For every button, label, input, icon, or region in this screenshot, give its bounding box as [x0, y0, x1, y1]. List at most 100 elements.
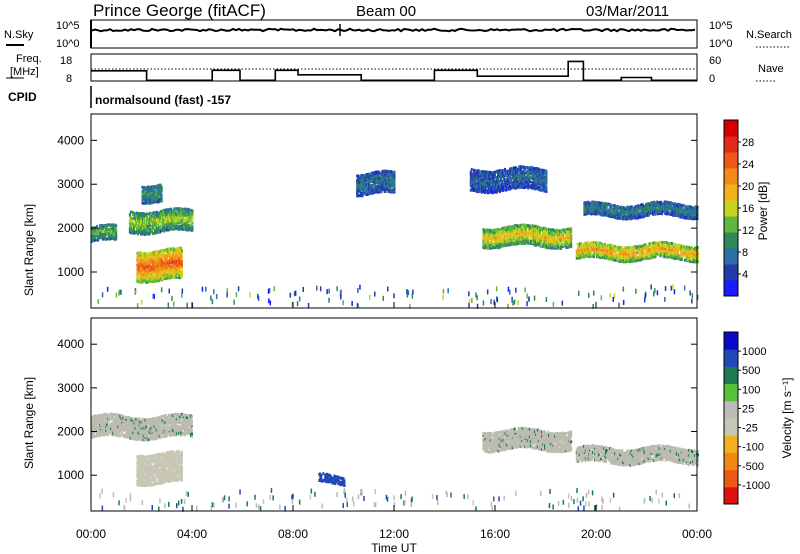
- scatter-cell: [145, 196, 148, 200]
- scatter-cell: [484, 238, 487, 242]
- scatter-cell: [540, 168, 543, 172]
- scatter-cell: [141, 194, 144, 198]
- scatter-cell: [191, 217, 194, 221]
- scatter-cell: [520, 173, 523, 177]
- scatter-cell: [489, 240, 492, 244]
- scatter-cell: [533, 175, 536, 179]
- scatter-cell: [649, 244, 652, 248]
- scatter-cell: [156, 214, 159, 218]
- scatter-cell: [143, 197, 146, 201]
- scatter-cell: [485, 232, 488, 236]
- scatter-cell: [171, 272, 174, 276]
- scatter-cell: [503, 230, 506, 234]
- scatter-cell: [614, 245, 617, 248]
- scatter-cell: [190, 219, 193, 223]
- scatter-cell: [155, 279, 158, 283]
- scatter-cell: [691, 250, 694, 254]
- scatter-cell: [489, 188, 492, 192]
- scatter-cell: [157, 279, 160, 283]
- scatter-cell: [601, 244, 603, 248]
- scatter-cell: [105, 229, 108, 233]
- scatter-cell: [257, 293, 259, 299]
- scatter-cell: [570, 239, 573, 243]
- scatter-cell: [497, 180, 499, 184]
- scatter-cell: [509, 237, 512, 241]
- scatter-cell: [641, 247, 644, 251]
- scatter-cell: [115, 433, 118, 437]
- scatter-cell: [319, 286, 322, 292]
- scatter-cell: [600, 209, 603, 212]
- scatter-cell: [610, 210, 613, 213]
- scatter-cell: [500, 183, 502, 187]
- scatter-cell: [149, 271, 152, 274]
- scatter-cell: [681, 210, 684, 214]
- scatter-cell: [175, 262, 178, 265]
- scatter-cell: [633, 216, 636, 220]
- scatter-cell: [97, 238, 100, 242]
- scatter-cell: [479, 184, 482, 188]
- scatter-cell: [488, 235, 491, 239]
- scatter-cell: [500, 185, 502, 189]
- power-colorbar-swatch: [724, 264, 738, 281]
- scatter-cell: [488, 179, 491, 182]
- scatter-cell: [125, 427, 128, 431]
- scatter-cell: [506, 234, 509, 238]
- scatter-cell: [579, 256, 582, 260]
- scatter-cell: [137, 257, 140, 261]
- scatter-cell: [527, 235, 530, 239]
- scatter-cell: [120, 429, 123, 433]
- scatter-cell: [357, 303, 359, 309]
- scatter-cell: [180, 260, 183, 264]
- scatter-cell: [328, 297, 330, 303]
- scatter-cell: [162, 217, 165, 221]
- scatter-cell: [116, 431, 119, 435]
- scatter-cell: [529, 239, 532, 243]
- scatter-cell: [115, 425, 118, 429]
- scatter-cell: [526, 293, 528, 299]
- scatter-cell: [668, 242, 671, 246]
- scatter-cell: [180, 221, 183, 225]
- scatter-cell: [622, 299, 625, 305]
- scatter-cell: [517, 300, 519, 306]
- scatter-cell: [491, 238, 494, 242]
- scatter-cell: [340, 294, 342, 300]
- scatter-cell: [532, 166, 535, 170]
- scatter-cell: [489, 190, 492, 194]
- scatter-cell: [170, 274, 173, 277]
- scatter-cell: [188, 212, 191, 216]
- nsky-trace: [90, 27, 696, 33]
- scatter-cell: [145, 252, 148, 256]
- scatter-cell: [95, 234, 97, 238]
- scatter-cell: [393, 170, 396, 174]
- scatter-cell: [518, 235, 521, 239]
- scatter-cell: [670, 205, 673, 209]
- scatter-cell: [636, 208, 639, 212]
- scatter-cell: [92, 435, 94, 439]
- scatter-cell: [166, 208, 169, 212]
- scatter-cell: [176, 266, 179, 270]
- scatter-cell: [120, 289, 122, 295]
- scatter-cell: [562, 238, 565, 242]
- scatter-cell: [188, 208, 191, 212]
- y-tick-label: 4000: [57, 133, 84, 147]
- scatter-cell: [545, 189, 548, 193]
- scatter-cell: [675, 243, 678, 247]
- scatter-cell: [520, 167, 523, 171]
- scatter-cell: [516, 170, 519, 174]
- scatter-cell: [175, 215, 178, 219]
- scatter-cell: [695, 250, 697, 254]
- scatter-cell: [137, 221, 139, 225]
- scatter-cell: [175, 259, 178, 263]
- scatter-cell: [523, 186, 526, 190]
- scatter-cell: [542, 180, 545, 184]
- scatter-cell: [691, 260, 694, 264]
- scatter-cell: [166, 222, 169, 226]
- scatter-cell: [157, 222, 160, 226]
- scatter-cell: [161, 251, 164, 255]
- scatter-cell: [545, 173, 548, 177]
- scatter-cell: [153, 293, 155, 299]
- scatter-cell: [148, 197, 151, 201]
- scatter-cell: [375, 175, 378, 179]
- scatter-cell: [357, 174, 360, 178]
- scatter-cell: [180, 269, 183, 273]
